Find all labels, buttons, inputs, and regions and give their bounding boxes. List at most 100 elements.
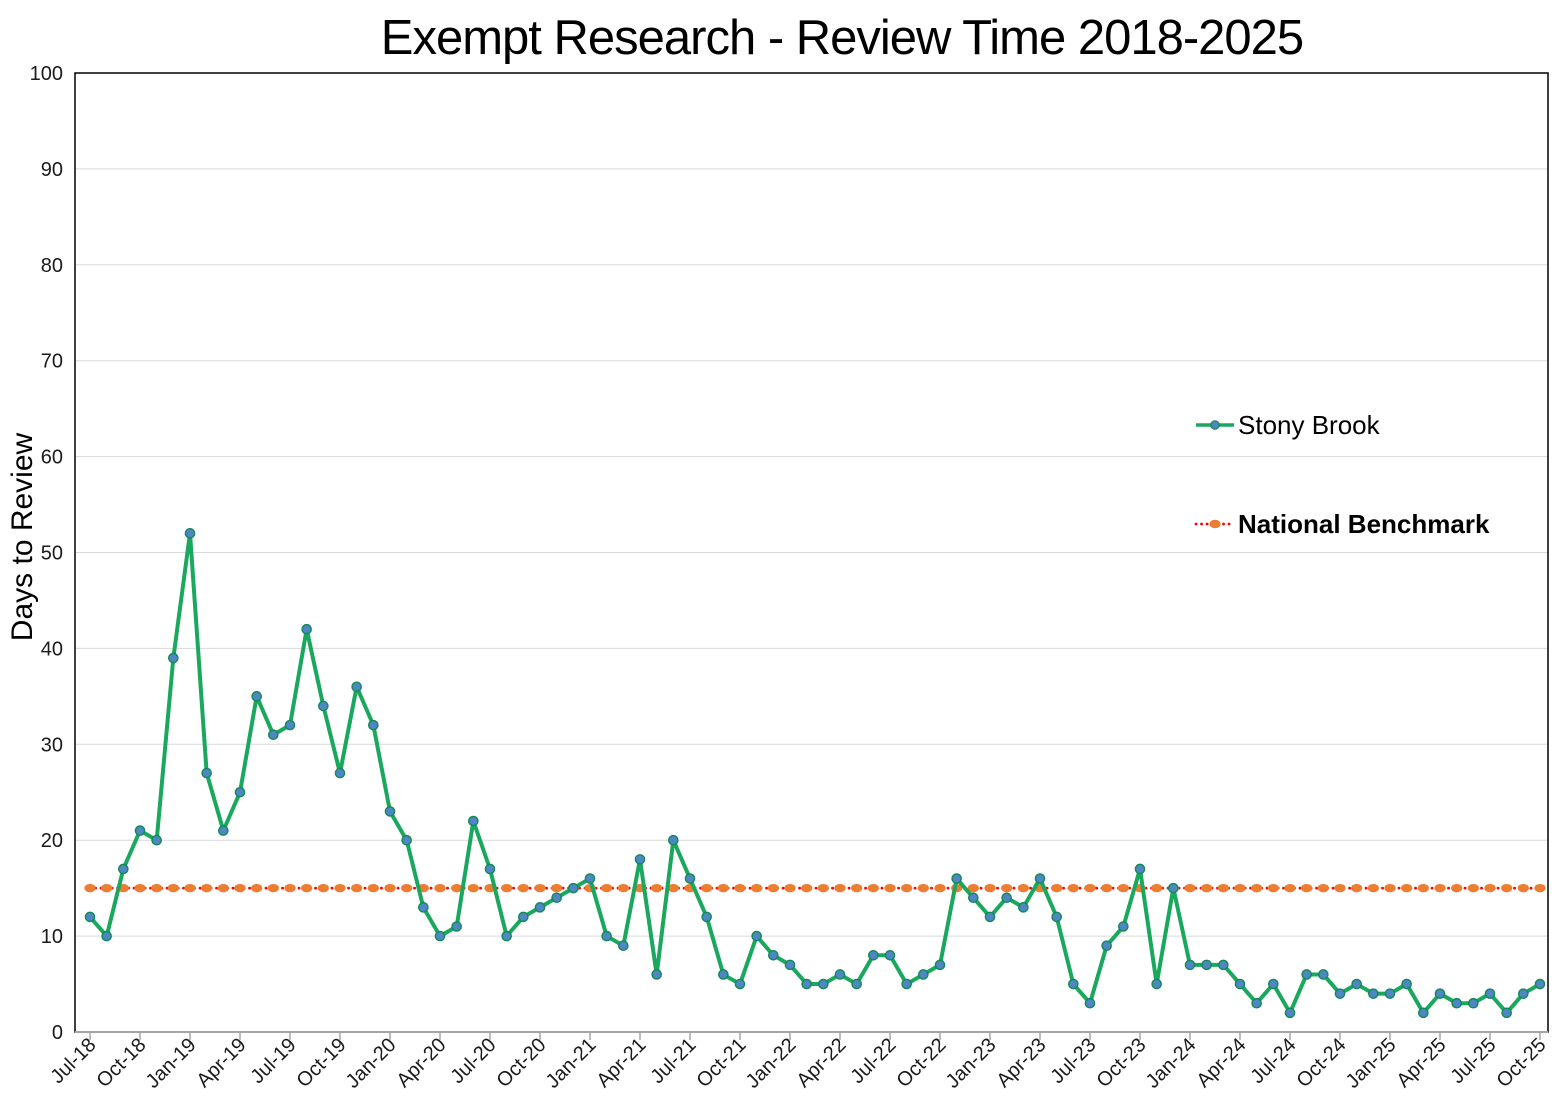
data-point-marker	[101, 930, 112, 942]
benchmark-marker	[1284, 883, 1296, 893]
x-tick-label: Jan-23	[942, 1034, 1001, 1093]
benchmark-marker	[334, 883, 346, 893]
y-tick-label: 30	[41, 734, 63, 756]
data-point-marker	[868, 949, 879, 961]
data-point-marker	[718, 969, 729, 980]
data-point-marker	[301, 623, 312, 635]
data-point-marker	[734, 978, 746, 990]
benchmark-marker	[1401, 883, 1413, 893]
x-tick-label: Apr-19	[193, 1034, 251, 1092]
benchmark-marker	[1517, 883, 1529, 893]
data-point-marker	[84, 911, 96, 923]
benchmark-marker	[1001, 883, 1013, 893]
data-point-marker	[1501, 1007, 1512, 1019]
data-point-marker	[434, 930, 446, 942]
benchmark-marker	[1101, 883, 1113, 893]
benchmark-marker	[1384, 883, 1396, 893]
data-point-marker	[384, 806, 396, 817]
x-tick-label: Oct-20	[493, 1034, 551, 1092]
gridlines	[75, 72, 1548, 937]
benchmark-marker	[884, 883, 896, 893]
benchmark-marker	[1084, 883, 1096, 893]
benchmark-marker	[101, 883, 113, 893]
x-tick-label: Jul-25	[1446, 1034, 1500, 1088]
x-tick-label: Apr-25	[1393, 1034, 1451, 1092]
benchmark-marker	[851, 883, 863, 893]
benchmark-marker	[784, 883, 796, 893]
benchmark-marker	[367, 883, 379, 893]
data-point-marker	[768, 949, 779, 961]
benchmark-marker	[201, 883, 213, 893]
y-tick-label: 60	[41, 447, 63, 469]
y-axis-title: Days to Review	[6, 432, 39, 641]
data-point-marker	[984, 911, 996, 923]
data-point-marker	[1318, 969, 1329, 980]
benchmark-marker	[301, 883, 313, 893]
data-point-marker	[668, 834, 679, 846]
x-tick-label: Jul-20	[446, 1034, 500, 1088]
data-point-marker	[518, 911, 529, 923]
y-tick-label: 20	[41, 830, 63, 852]
data-point-marker	[1334, 988, 1346, 999]
data-point-marker	[484, 863, 496, 875]
benchmark-marker	[1351, 883, 1363, 893]
stony-brook-series	[84, 528, 1546, 1019]
data-point-marker	[1068, 978, 1079, 990]
benchmark-marker	[384, 883, 396, 893]
y-tick-label: 0	[52, 1022, 63, 1044]
stony-brook-line	[88, 531, 1542, 1015]
benchmark-marker	[1117, 883, 1129, 893]
data-point-marker	[1184, 959, 1196, 971]
data-point-marker	[401, 834, 412, 846]
data-point-marker	[1284, 1007, 1296, 1019]
data-point-marker	[168, 652, 179, 664]
benchmark-marker	[867, 883, 879, 893]
benchmark-marker	[451, 883, 463, 893]
benchmark-marker	[1451, 883, 1463, 893]
data-point-marker	[651, 969, 662, 980]
data-point-marker	[951, 873, 962, 884]
benchmark-marker	[617, 883, 629, 893]
legend-sample-stony-brook-marker	[1210, 420, 1220, 430]
benchmark-marker	[501, 883, 513, 893]
data-point-marker	[134, 825, 146, 836]
data-point-marker	[318, 700, 329, 712]
x-tick-label: Jul-19	[246, 1034, 300, 1088]
x-tick-label: Jan-24	[1142, 1034, 1201, 1093]
data-point-marker	[1468, 997, 1479, 1009]
data-point-marker	[201, 767, 212, 779]
y-tick-label: 100	[30, 63, 63, 85]
x-tick-label: Jan-20	[342, 1034, 401, 1093]
data-point-marker	[1201, 959, 1212, 971]
y-tick-label: 80	[41, 255, 63, 277]
benchmark-marker	[1051, 883, 1063, 893]
data-point-marker	[334, 767, 346, 779]
data-point-marker	[1134, 863, 1146, 875]
x-tick-label: Oct-22	[893, 1034, 951, 1092]
data-point-marker	[234, 786, 246, 798]
benchmark-marker	[517, 883, 529, 893]
benchmark-marker	[917, 883, 929, 893]
benchmark-marker	[551, 883, 563, 893]
data-point-marker	[1518, 988, 1529, 999]
benchmark-marker	[1151, 883, 1163, 893]
benchmark-marker	[651, 883, 663, 893]
benchmark-marker	[401, 883, 413, 893]
data-point-marker	[918, 969, 929, 980]
x-tick-label: Apr-20	[393, 1034, 451, 1092]
axes	[74, 72, 1549, 1040]
x-tick-label: Oct-25	[1493, 1034, 1551, 1092]
benchmark-marker	[967, 883, 979, 893]
data-point-marker	[601, 930, 612, 942]
data-point-marker	[1018, 902, 1029, 913]
data-point-marker	[184, 528, 196, 539]
legend-samples	[1194, 420, 1236, 529]
x-tick-label: Oct-18	[93, 1034, 151, 1092]
benchmark-marker	[284, 883, 296, 893]
data-point-marker	[1484, 988, 1496, 999]
data-point-marker	[968, 892, 979, 904]
benchmark-marker	[734, 883, 746, 893]
data-point-marker	[884, 949, 896, 961]
data-point-marker	[701, 911, 712, 923]
